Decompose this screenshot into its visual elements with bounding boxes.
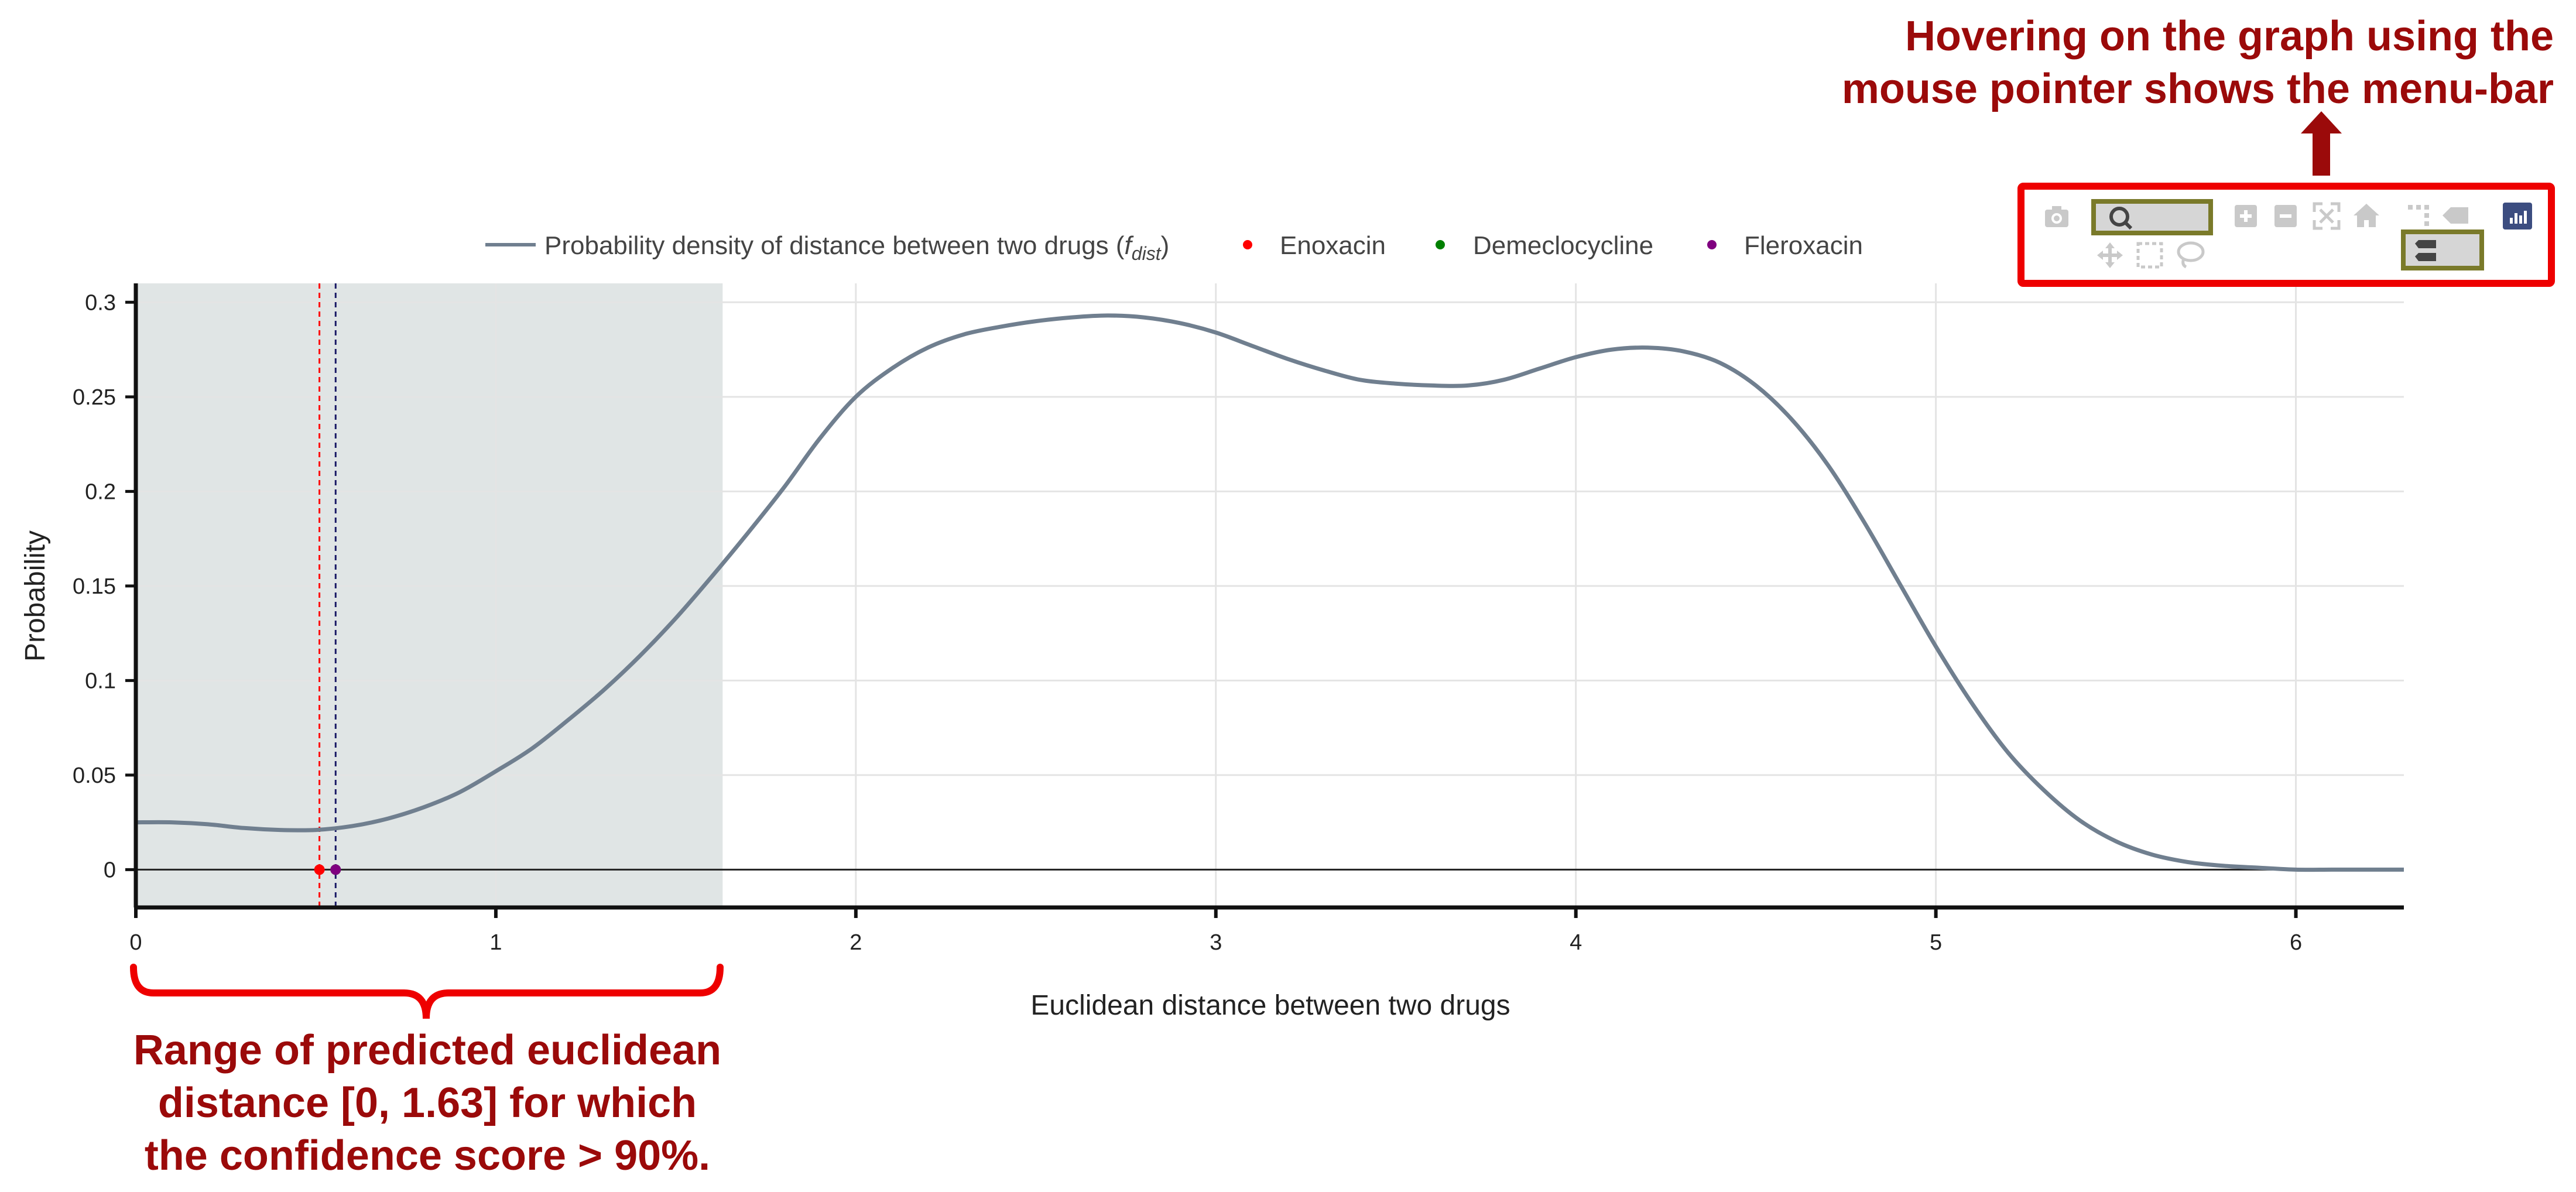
legend-marker-demeclocycline: [1436, 240, 1445, 249]
legend: Probability density of distance between …: [485, 231, 1863, 264]
modebar: [2045, 199, 2532, 270]
legend-item-enoxacin[interactable]: Enoxacin: [1243, 231, 1386, 260]
pan-icon[interactable]: [2097, 242, 2123, 268]
x-tick-label: 0: [129, 930, 142, 955]
annotation-menu-bar: Hovering on the graph using the mouse po…: [1842, 13, 2554, 176]
y-tick-label: 0.3: [85, 290, 116, 315]
legend-label-demeclocycline: Demeclocycline: [1473, 231, 1653, 260]
confidence-shaded-region: [136, 283, 723, 907]
x-axis-title: Euclidean distance between two drugs: [1030, 990, 1510, 1021]
y-tick-label: 0.2: [85, 479, 116, 504]
density-line[interactable]: [135, 313, 2404, 872]
reference-lines: [318, 283, 337, 907]
density-series[interactable]: [135, 313, 2404, 872]
y-tick-label: 0.25: [73, 385, 116, 410]
curly-brace: [130, 964, 724, 1019]
y-axis-title: Probability: [20, 530, 51, 662]
legend-item-density[interactable]: Probability density of distance between …: [485, 231, 1169, 264]
x-tick-label: 3: [1210, 930, 1222, 955]
camera-icon[interactable]: [2045, 206, 2068, 227]
annotation-menu-bar-line-1: Hovering on the graph using the: [1905, 13, 2554, 60]
y-tick-label: 0.1: [85, 669, 116, 693]
x-tick-label: 1: [489, 930, 502, 955]
legend-item-fleroxacin[interactable]: Fleroxacin: [1707, 231, 1863, 260]
y-tick-label: 0.05: [73, 763, 116, 788]
y-tick-labels: 0 0.05 0.1 0.15 0.2 0.25 0.3: [73, 290, 116, 882]
plotly-logo-icon[interactable]: [2503, 203, 2532, 230]
y-tick-label: 0.15: [73, 574, 116, 599]
legend-label-enoxacin: Enoxacin: [1280, 231, 1386, 260]
spike-lines-icon[interactable]: [2408, 205, 2429, 226]
arrow-up-icon: [2301, 111, 2342, 176]
point-enoxacin[interactable]: [314, 864, 325, 875]
legend-label-density: Probability density of distance between …: [544, 231, 1169, 264]
annotation-range-line-1: Range of predicted euclidean: [133, 1027, 721, 1074]
axes: [125, 283, 2404, 918]
x-tick-label: 2: [849, 930, 862, 955]
x-tick-label: 6: [2290, 930, 2302, 955]
lasso-select-icon[interactable]: [2177, 241, 2205, 269]
annotation-menu-bar-line-2: mouse pointer shows the menu-bar: [1842, 66, 2554, 112]
shaded-region-rect: [136, 283, 723, 907]
drug-points[interactable]: [314, 864, 341, 875]
x-tick-label: 5: [1930, 930, 1942, 955]
zoom-in-icon[interactable]: [2235, 205, 2257, 227]
zoom-out-icon[interactable]: [2274, 205, 2297, 227]
reset-axes-icon[interactable]: [2354, 204, 2379, 227]
autoscale-icon[interactable]: [2313, 202, 2341, 230]
legend-marker-enoxacin: [1243, 240, 1252, 249]
legend-item-demeclocycline[interactable]: Demeclocycline: [1436, 231, 1653, 260]
x-tick-label: 4: [1570, 930, 1582, 955]
point-fleroxacin[interactable]: [330, 864, 341, 875]
x-tick-labels: 0 1 2 3 4 5 6: [129, 930, 2302, 955]
annotation-range: Range of predicted euclidean distance [0…: [130, 964, 724, 1179]
hover-closest-icon[interactable]: [2443, 207, 2468, 224]
zoom-icon[interactable]: [2091, 199, 2213, 235]
legend-label-fleroxacin: Fleroxacin: [1744, 231, 1863, 260]
y-tick-label: 0: [104, 858, 116, 882]
annotation-range-line-3: the confidence score > 90%.: [145, 1132, 710, 1179]
annotation-range-line-2: distance [0, 1.63] for which: [158, 1080, 697, 1126]
box-select-icon[interactable]: [2136, 242, 2163, 269]
modebar-highlight-box: [2017, 183, 2555, 287]
legend-marker-fleroxacin: [1707, 240, 1717, 249]
hover-compare-icon[interactable]: [2401, 230, 2484, 270]
